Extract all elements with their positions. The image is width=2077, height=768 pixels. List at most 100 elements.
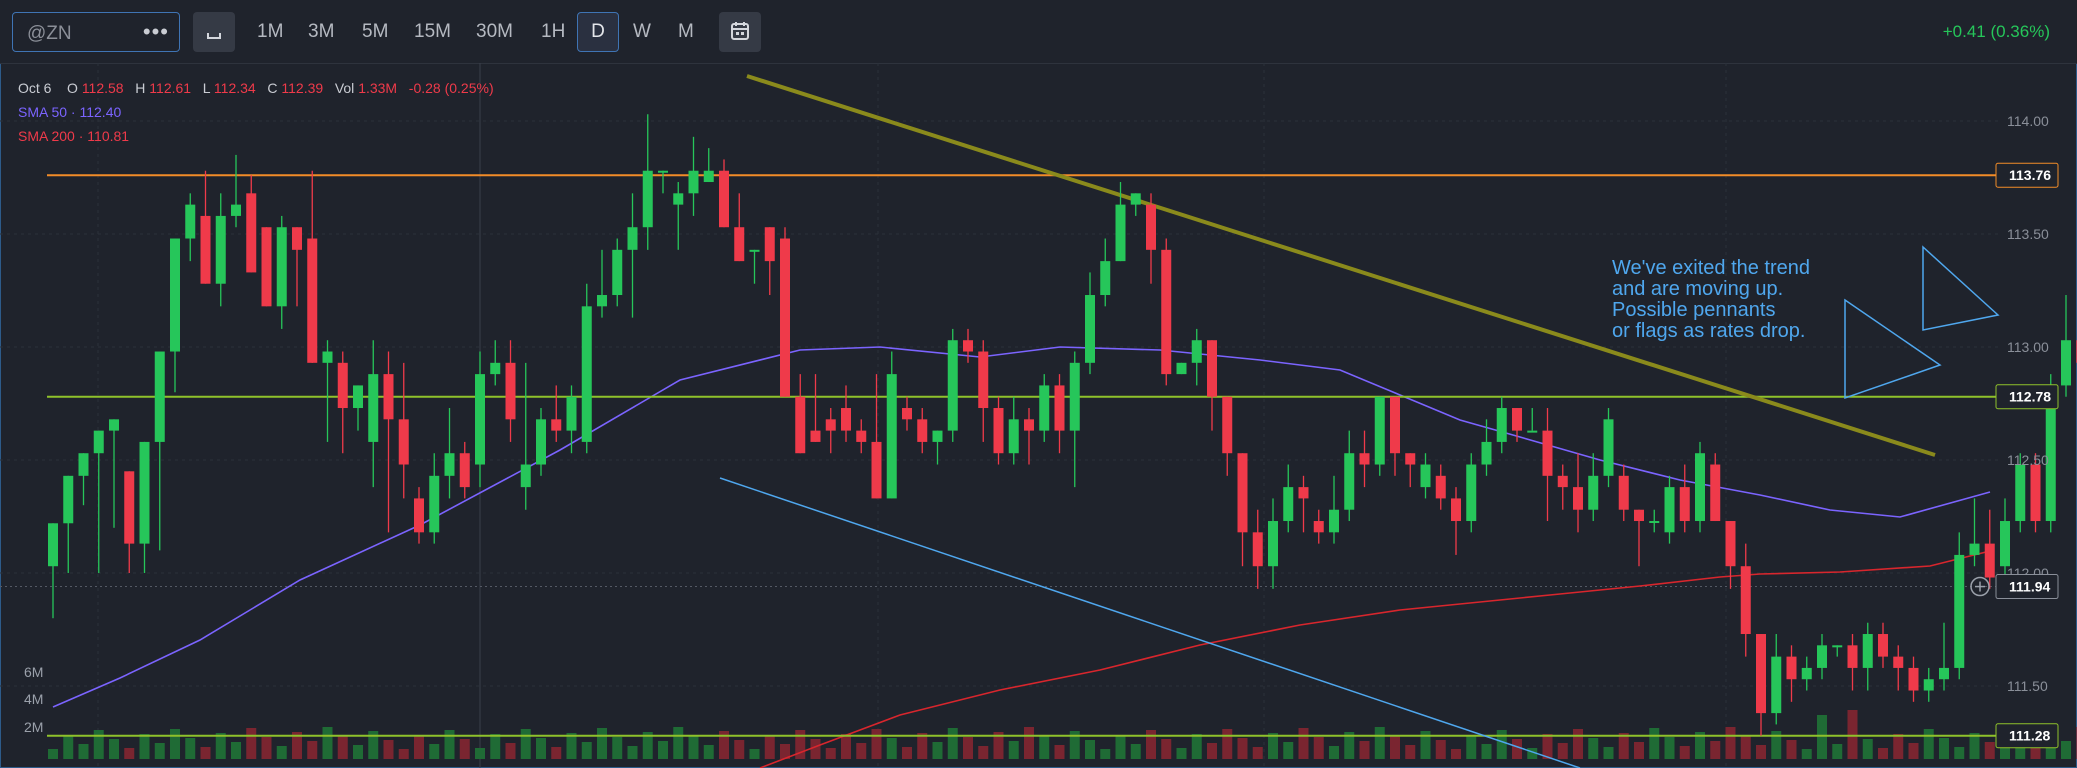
candle-body — [1603, 419, 1614, 476]
candle-body — [154, 351, 165, 442]
candle-body — [627, 227, 638, 250]
y-tick-label: 113.50 — [2007, 226, 2049, 242]
timeframe-1h[interactable]: 1H — [541, 21, 566, 42]
volume-bar — [48, 749, 58, 759]
symbol-text[interactable]: @ZN — [27, 23, 72, 44]
price-label-box — [1995, 574, 2059, 600]
volume-bar — [1039, 736, 1050, 759]
volume-bar — [1573, 729, 1583, 759]
candle-body — [490, 362, 501, 375]
volume-bar — [1908, 743, 1919, 759]
candle-body — [1847, 645, 1858, 668]
candle-body — [1024, 419, 1034, 431]
candle-body — [1161, 249, 1172, 375]
legend-close: 112.39 — [281, 80, 324, 96]
volume-bar — [993, 732, 1004, 759]
date-picker-button[interactable] — [719, 12, 761, 52]
volume-bar — [627, 746, 638, 759]
candle-body — [1359, 453, 1370, 465]
volume-bar — [520, 729, 531, 759]
timeframe-w[interactable]: W — [633, 21, 651, 42]
candle-body — [1801, 667, 1812, 680]
volume-bar — [825, 748, 836, 759]
volume-bar — [1725, 727, 1736, 759]
candle-body — [1832, 645, 1843, 648]
candle-body — [2030, 464, 2041, 522]
candle-body — [1542, 430, 1553, 476]
volume-bar — [124, 748, 135, 759]
candle-body — [597, 295, 607, 307]
chart-type-button[interactable] — [193, 12, 235, 52]
add-alert-icon[interactable] — [1970, 576, 1990, 597]
price-label: 111.94 — [2009, 579, 2050, 595]
volume-bar — [1130, 744, 1141, 759]
volume-bar — [841, 734, 851, 759]
candle-body — [1374, 396, 1385, 465]
volume-bar — [1893, 734, 1904, 759]
candle-body — [780, 238, 790, 397]
volume-bar — [1481, 744, 1492, 759]
volume-bar — [856, 743, 867, 759]
more-options-icon[interactable]: ••• — [142, 19, 169, 44]
candle-body — [1573, 487, 1583, 510]
volume-bar — [1939, 738, 1949, 759]
candle-body — [383, 374, 394, 420]
timeframe-1m[interactable]: 1M — [257, 21, 284, 42]
sma200-sep: · — [78, 128, 84, 144]
timeframe-d[interactable]: D — [577, 12, 619, 52]
volume-bar — [1496, 730, 1507, 759]
timeframe-3m[interactable]: 3M — [308, 21, 335, 42]
legend-date: Oct 6 — [18, 80, 52, 96]
price-chart[interactable]: 111.50112.00112.50113.00113.50114.00113.… — [0, 63, 2077, 768]
timeframe-15m[interactable]: 15M — [414, 21, 451, 42]
candle-body — [414, 498, 424, 533]
volume-bar — [764, 735, 775, 759]
volume-bar — [292, 732, 302, 759]
candle-body — [658, 170, 668, 173]
volume-bar — [917, 733, 928, 759]
volume-bar — [780, 744, 790, 759]
candle-body — [1405, 453, 1416, 465]
volume-bar — [93, 730, 104, 759]
annotation-line-4: or flags as rates drop. — [1612, 320, 1806, 342]
price-label: 113.76 — [2009, 167, 2051, 183]
candle-body — [642, 170, 653, 228]
candle-body — [947, 340, 958, 431]
pennant-shape — [1844, 298, 1942, 400]
volume-bar — [1420, 731, 1431, 759]
volume-bar — [1664, 737, 1675, 759]
volume-bar — [139, 734, 150, 759]
candle-body — [139, 441, 150, 544]
volume-bar — [1527, 748, 1538, 759]
candle-body — [1481, 441, 1492, 465]
candle-body — [1222, 396, 1233, 454]
sma50-label: SMA 50 — [18, 104, 68, 120]
volume-bar — [1618, 733, 1629, 759]
volume-bar — [63, 735, 74, 759]
candle-body — [825, 419, 836, 431]
candle-body — [48, 523, 58, 567]
timeframe-month[interactable]: M — [678, 21, 694, 42]
volume-bar — [307, 741, 318, 759]
candle-body — [1146, 204, 1156, 250]
volume-bar — [1649, 728, 1660, 759]
volume-bar — [1176, 748, 1187, 759]
candle-body — [1191, 340, 1202, 363]
timeframe-5m[interactable]: 5M — [362, 21, 389, 42]
volume-bar — [658, 741, 668, 759]
candle-body — [1618, 475, 1629, 510]
symbol-input[interactable]: @ZN ••• — [12, 12, 180, 52]
candle-body — [810, 430, 821, 442]
volume-bar — [1268, 733, 1278, 759]
candle-body — [764, 227, 775, 262]
candle-body — [734, 227, 745, 262]
volume-bar — [1329, 746, 1339, 759]
candle-body — [1054, 385, 1065, 431]
candle-body — [1939, 667, 1949, 680]
candle-body — [551, 419, 562, 431]
candle-body — [292, 227, 302, 250]
candle-body — [322, 351, 333, 363]
candle-body — [1893, 656, 1904, 668]
timeframe-30m[interactable]: 30M — [476, 21, 513, 42]
candle-body — [78, 453, 89, 476]
